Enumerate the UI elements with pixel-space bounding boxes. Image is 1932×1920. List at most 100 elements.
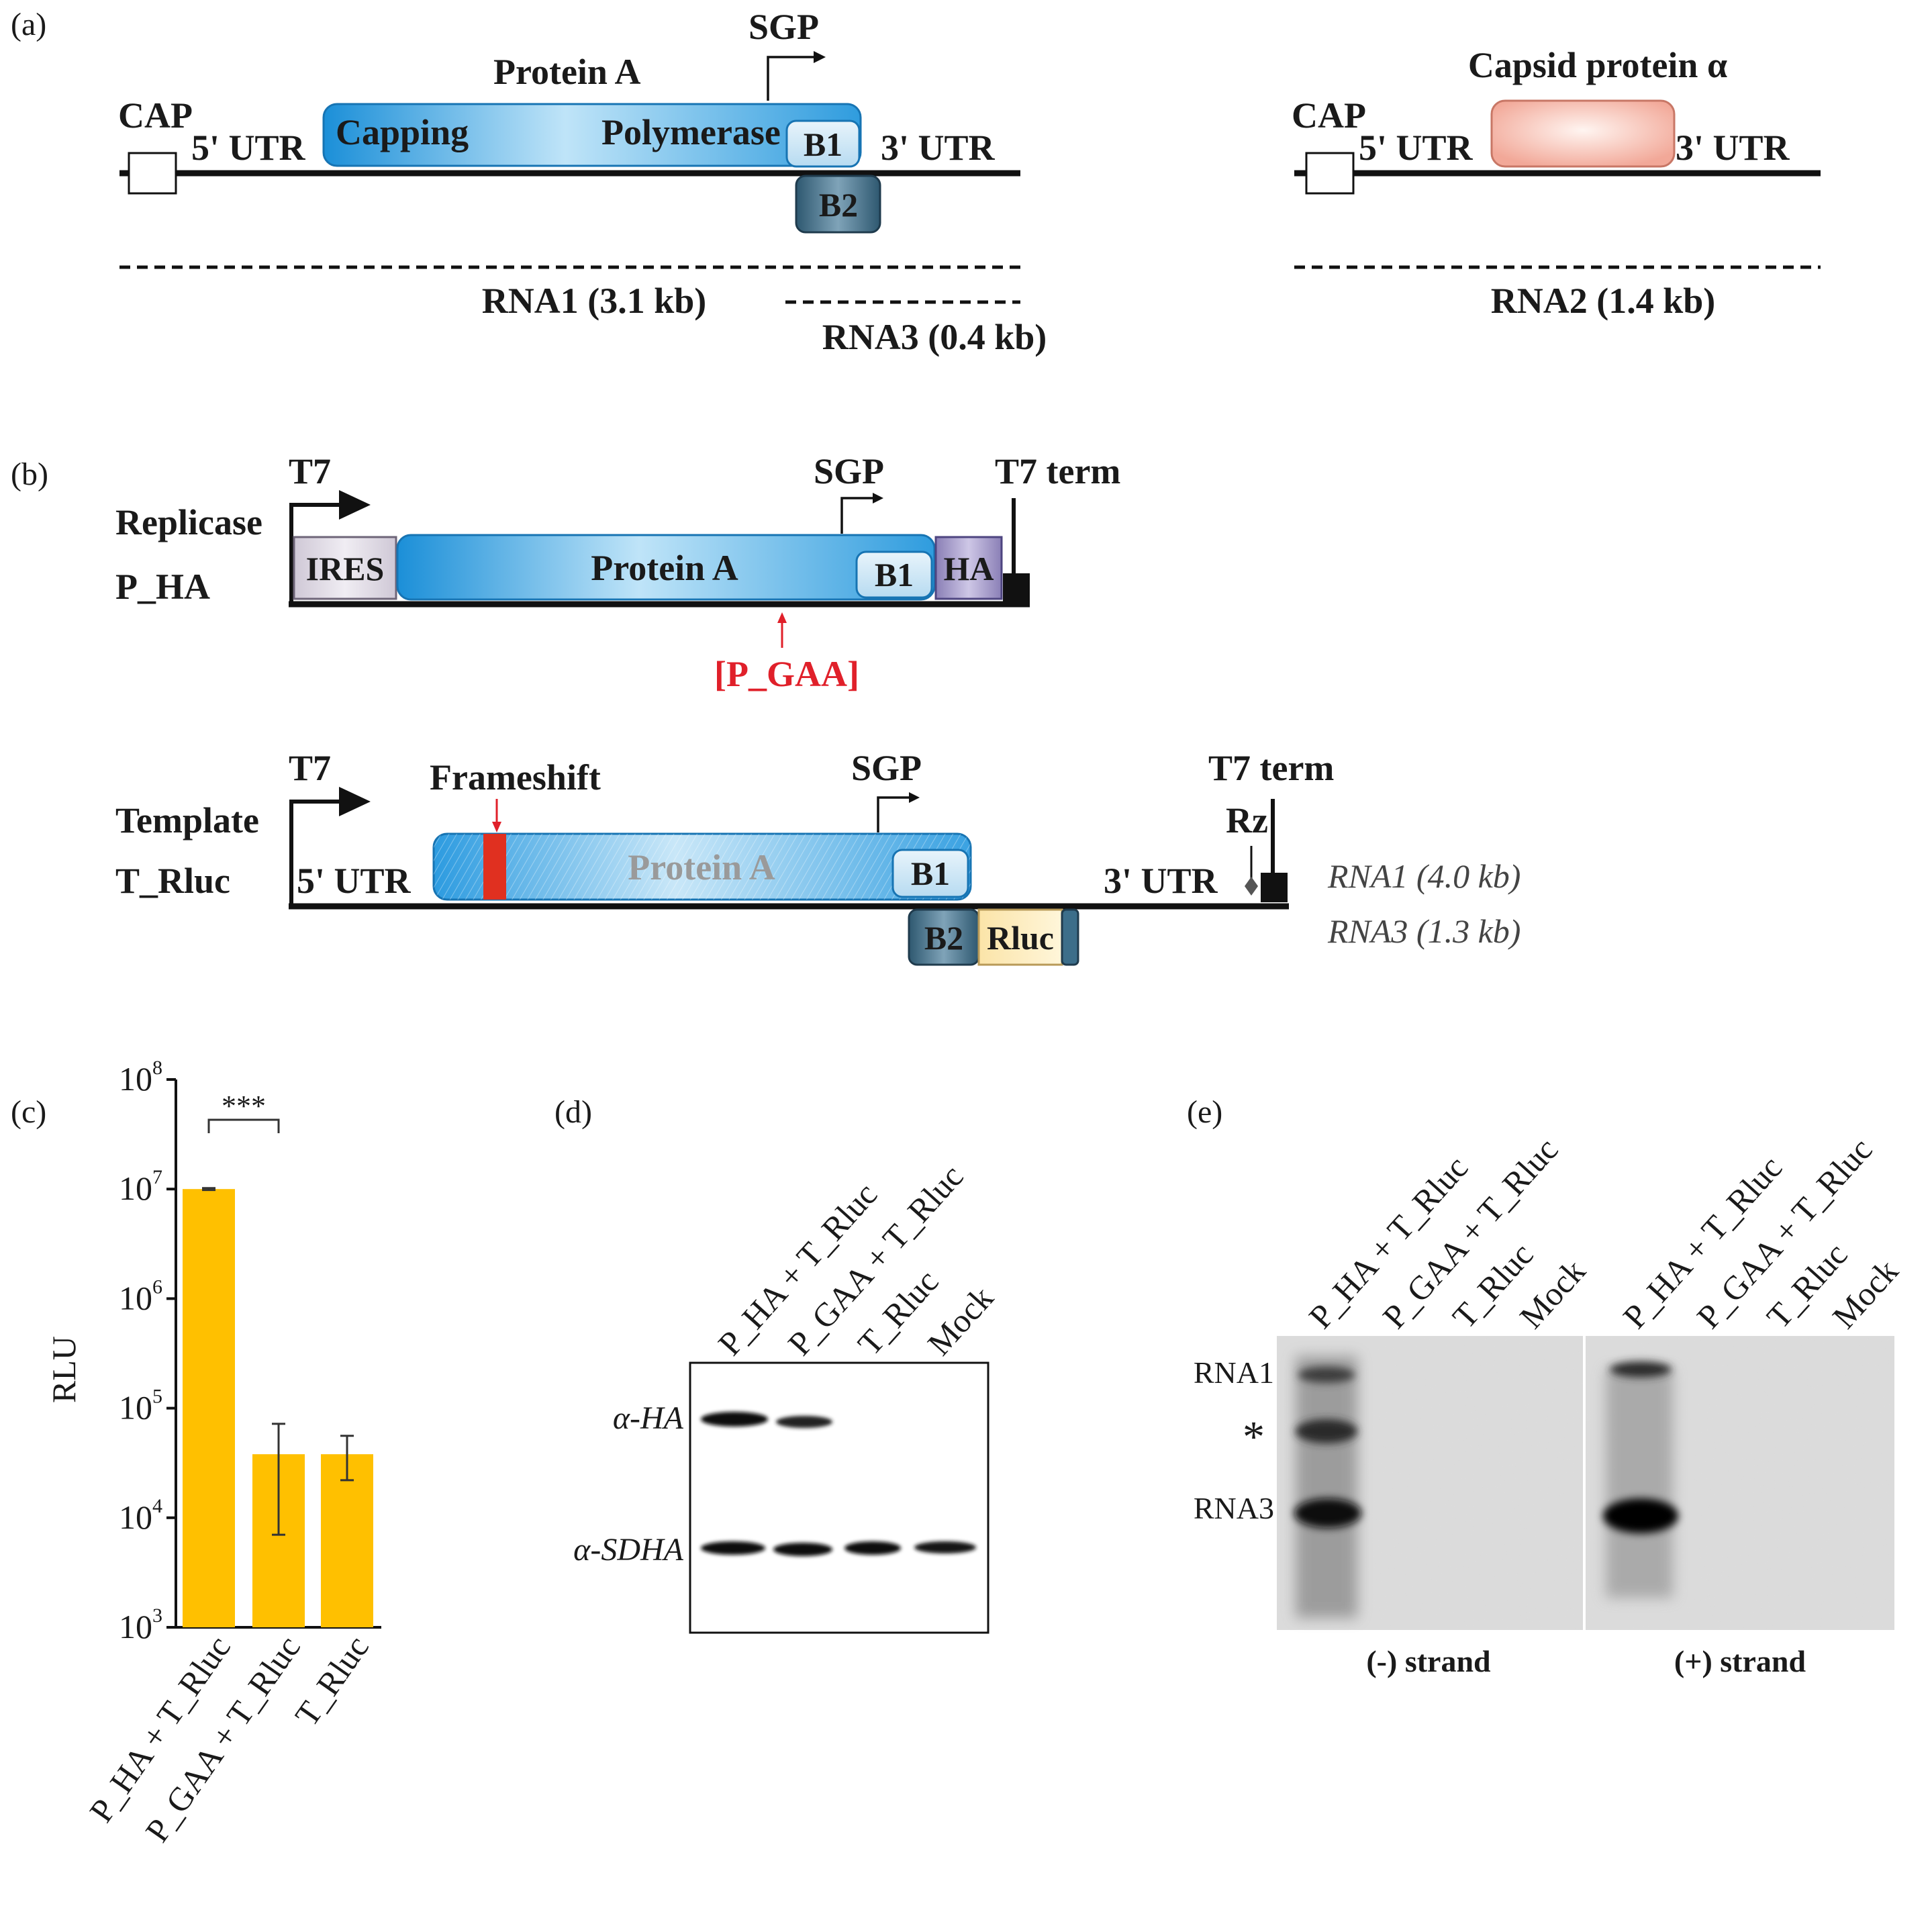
rna1-size-label: RNA1 (3.1 kb) [482,281,707,321]
b2-box [795,175,881,234]
template-t7-arrowhead-icon [339,787,371,816]
bar [183,1189,235,1627]
rluc-box [977,908,1063,966]
panel-a-label: (a) [11,7,46,42]
replicase-sgp-label: SGP [814,451,884,491]
replicase-protein-a-box [396,534,936,601]
panel-c-label: (c) [11,1094,46,1130]
protein-a-label: Protein A [493,52,640,92]
t7-arrowhead-icon [339,490,371,520]
template-utr3-label: 3' UTR [1104,861,1218,901]
b1-box [785,119,861,168]
rna2-size-label: RNA2 (1.4 kb) [1491,281,1716,321]
y-tick-label: 103 [119,1604,162,1645]
ires-label: IRES [306,550,385,587]
template-map: Template T_Rluc T7 5' UTR Protein A Fram… [115,748,1520,966]
northern-star-label: * [1243,1412,1265,1461]
band-minus-rna3 [1294,1498,1361,1528]
replicase-protein-a-label: Protein A [591,548,738,588]
sgp-arrowhead-icon [814,51,826,63]
northern-minus-bands [1294,1356,1361,1618]
rna2-utr5-label: 5' UTR [1359,128,1474,168]
plus-strand-label: (+) strand [1674,1644,1806,1678]
template-t7-label: T7 [289,748,331,788]
template-t7-term-block-icon [1261,873,1288,902]
northern-rna1-label: RNA1 [1194,1355,1274,1390]
y-tick-label: 105 [119,1386,162,1427]
polymerase-label: Polymerase [601,112,781,152]
y-tick-exponent: 5 [152,1386,162,1408]
template-utr5-label: 5' UTR [297,861,412,901]
northern-rna3-label: RNA3 [1194,1491,1274,1525]
band-sdha-lane2 [773,1543,832,1556]
t7-promoter-arrow-icon [289,503,339,604]
replicase-t7-term-label: T7 term [995,451,1120,491]
significance-label: *** [222,1090,266,1122]
rna2-utr3-label: 3' UTR [1676,128,1790,168]
capsid-label: Capsid protein α [1468,45,1727,85]
template-sgp-arrow-icon [877,796,909,832]
y-tick-label: 107 [119,1166,162,1207]
band-sdha-lane4 [914,1541,976,1553]
y-tick-exponent: 7 [152,1166,162,1188]
band-plus-rna3 [1603,1498,1678,1533]
template-b1-label: B1 [911,855,950,892]
b1-label: B1 [804,126,842,163]
x-tick-label: T_Rluc [287,1629,376,1733]
band-ha-lane2 [776,1416,832,1428]
minus-strand-label: (-) strand [1366,1644,1491,1678]
replicase-b1-box [855,550,933,599]
panel-e-label: (e) [1187,1094,1222,1130]
sgp-arrow-icon [767,56,814,101]
rna1-cap-box [128,152,177,195]
rna2-cap-box [1305,152,1355,195]
western-bands [701,1412,976,1556]
replicase-sgp-arrow-icon [840,497,873,534]
template-sgp-arrowhead-icon [909,792,920,803]
template-sgp-label: SGP [851,748,922,788]
template-title: Template [115,800,259,841]
panel-b-label: (b) [11,457,48,492]
replicase-map: Replicase P_HA T7 IRES Protein A B1 HA S… [115,451,1120,694]
template-rna3-size: RNA3 (1.3 kb) [1327,912,1520,950]
significance-bracket [207,1118,280,1133]
panel-a: (a) CAP 5' UTR Protein A Capping Polymer… [11,7,1821,357]
rna1-utr5-label: 5' UTR [191,128,306,168]
ires-box [293,536,397,600]
band-plus-rna1 [1610,1361,1672,1378]
capping-label: Capping [336,112,469,152]
panel-b: (b) Replicase P_HA T7 IRES Protein A B1 … [11,451,1520,966]
template-name: T_Rluc [115,861,230,901]
template-b2-label: B2 [924,919,963,957]
y-tick-label: 106 [119,1276,162,1316]
band-ha-lane1 [701,1412,768,1427]
rna1-utr3-label: 3' UTR [881,128,996,168]
template-protein-a-label: Protein A [628,847,775,887]
smear-plus-lane1 [1606,1370,1673,1598]
rna2-cap-label: CAP [1292,95,1366,136]
y-tick-exponent: 3 [152,1604,162,1627]
replicase-t7-label: T7 [289,451,331,491]
rna2-map: CAP 5' UTR Capsid protein α 3' UTR RNA2 … [1292,45,1821,321]
template-protein-a-hatch [434,834,971,900]
western-blot-frame [689,1361,989,1634]
sgp-label: SGP [748,7,819,47]
y-tick-label: 108 [119,1057,162,1098]
replicase-name: P_HA [115,567,210,607]
y-axis-label: RLU [45,1336,83,1403]
b2-label: B2 [819,186,858,224]
rna3-size-label: RNA3 (0.4 kb) [822,317,1047,357]
p-gaa-label: [P_GAA] [714,654,859,694]
frameshift-site [483,834,506,900]
t7-term-block-icon [1003,573,1030,603]
bar [321,1454,373,1627]
ha-tag-label: HA [944,550,994,587]
frameshift-arrowhead-icon [492,822,501,832]
template-rna1-size: RNA1 (4.0 kb) [1327,857,1520,895]
